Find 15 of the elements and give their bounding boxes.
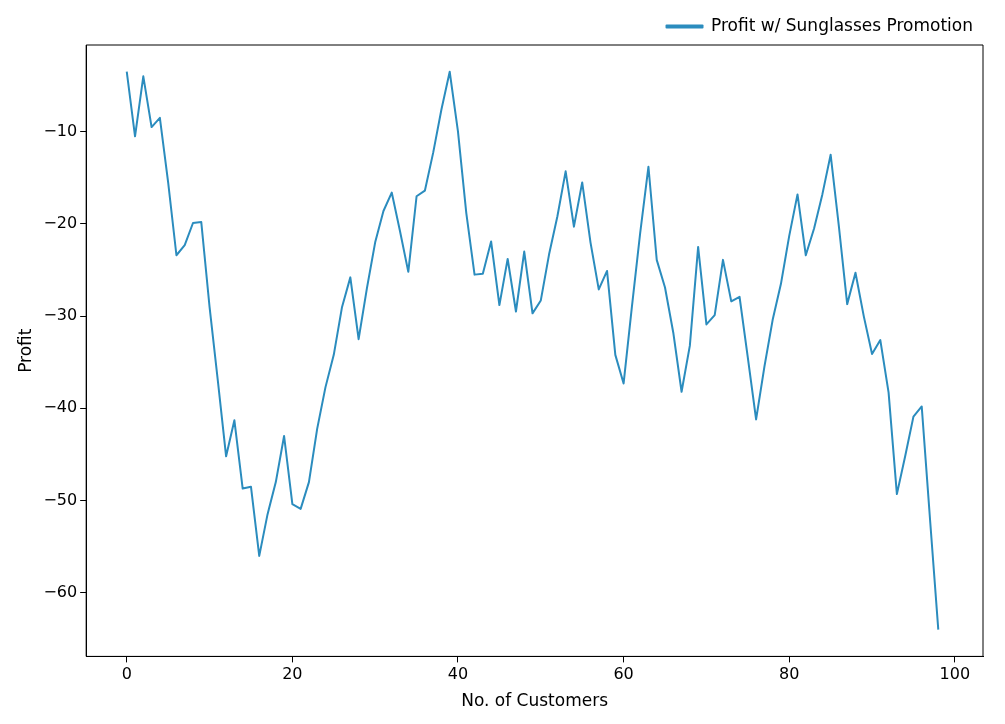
x-tick-label: 100 bbox=[939, 664, 971, 684]
y-tick-label: −60 bbox=[43, 581, 78, 601]
y-tick-label: −10 bbox=[43, 120, 78, 140]
x-tick-label: 80 bbox=[779, 664, 800, 684]
y-tick-label: −40 bbox=[43, 397, 78, 417]
y-axis-title: Profit bbox=[14, 328, 35, 373]
x-tick-label: 60 bbox=[613, 664, 634, 684]
x-tick-label: 0 bbox=[121, 664, 132, 684]
x-tick-label: 40 bbox=[447, 664, 469, 684]
y-tick-label: −50 bbox=[43, 489, 78, 509]
x-axis-title: No. of Customers bbox=[461, 690, 609, 711]
y-tick-label: −30 bbox=[43, 305, 78, 325]
x-tick-label: 20 bbox=[282, 664, 303, 684]
legend-label: Profit w/ Sunglasses Promotion bbox=[711, 14, 973, 35]
y-tick-label: −20 bbox=[43, 213, 78, 233]
